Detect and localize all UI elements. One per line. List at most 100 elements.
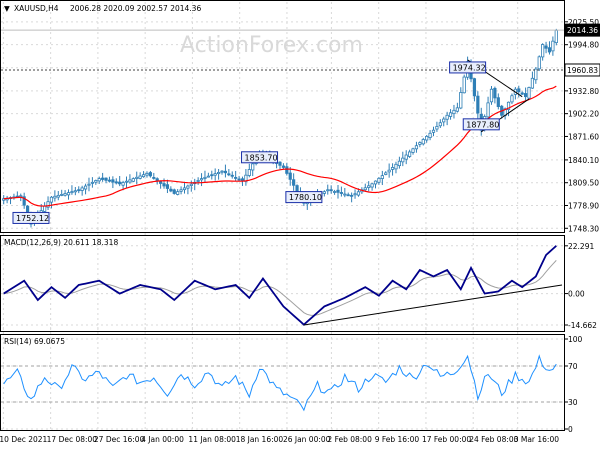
candle — [66, 189, 71, 200]
candle-body — [213, 173, 217, 176]
candle-body — [56, 194, 60, 198]
candle — [165, 179, 170, 194]
y-tick-label: 1778.90 — [568, 201, 599, 210]
candle — [104, 177, 108, 184]
candle-body — [394, 163, 398, 170]
candle — [107, 176, 112, 183]
candle — [237, 175, 241, 182]
macd-pane — [0, 235, 565, 332]
candle-body — [121, 182, 125, 186]
candle — [46, 196, 50, 211]
candle — [489, 86, 494, 105]
candle — [520, 91, 524, 96]
candle-body — [350, 194, 354, 197]
candle — [390, 163, 395, 176]
candle-body — [172, 189, 176, 194]
candle-body — [401, 157, 405, 163]
candle-body — [448, 112, 453, 117]
candle — [336, 184, 340, 199]
candle — [111, 176, 115, 189]
x-tick-label: 17 Dec 08:00 — [47, 435, 98, 444]
candle-body — [107, 179, 112, 182]
candle-body — [547, 47, 552, 53]
candle-body — [455, 107, 459, 112]
x-tick-label: 11 Jan 08:00 — [188, 435, 236, 444]
annotation-label: 1974.32 — [453, 63, 486, 72]
candle — [414, 141, 419, 153]
candle — [203, 170, 207, 184]
candle — [377, 177, 381, 185]
candle — [199, 173, 204, 187]
candle — [527, 86, 531, 100]
y-tick-label: 2025.50 — [568, 18, 599, 27]
candle-body — [486, 102, 490, 118]
rsi-header: RSI(14) 69.0675 — [4, 337, 65, 346]
y-tick-label: 1932.80 — [568, 87, 599, 96]
candle-body — [217, 171, 221, 175]
candle — [278, 161, 282, 170]
x-tick-label: 3 Mar 16:00 — [514, 435, 560, 444]
candle — [421, 137, 425, 146]
candle — [428, 130, 432, 141]
candle-body — [281, 165, 286, 168]
candle-body — [544, 45, 548, 49]
candle-body — [114, 181, 118, 184]
candle-body — [251, 163, 255, 171]
candle-body — [53, 195, 57, 199]
candle — [220, 170, 224, 175]
candle-body — [442, 118, 446, 123]
candle — [411, 147, 415, 155]
candle — [459, 87, 463, 110]
price-pane — [0, 0, 565, 233]
x-tick-label: 18 Jan 16:00 — [236, 435, 284, 444]
candle-body — [390, 167, 395, 170]
y-tick-label: 22.291 — [568, 242, 594, 251]
candle — [77, 186, 81, 194]
candle-body — [43, 205, 47, 212]
annotation-label: 1853.70 — [245, 153, 278, 162]
candle-body — [339, 192, 343, 194]
candle-body — [537, 56, 541, 70]
annotation-box — [449, 61, 487, 74]
y-tick-label: 1748.30 — [568, 224, 599, 233]
candle-body — [145, 172, 149, 176]
x-tick-label: 24 Feb 08:00 — [469, 435, 518, 444]
candle-body — [152, 176, 156, 179]
candle-body — [404, 154, 408, 160]
candle-body — [435, 126, 439, 130]
candle-body — [234, 177, 238, 179]
candle-body — [452, 109, 456, 115]
candle-body — [476, 95, 480, 114]
candle-body — [97, 178, 101, 182]
reference-price-tag: 1960.83 — [567, 66, 598, 75]
price-header-symbol: XAUUSD,H4 — [14, 4, 59, 13]
candle — [435, 121, 439, 132]
rsi-series — [1, 354, 564, 412]
candle-body — [353, 193, 357, 196]
candle-body — [148, 172, 152, 177]
candle — [217, 169, 221, 180]
candle — [496, 93, 500, 110]
macd-series — [3, 245, 563, 326]
candle — [332, 189, 337, 195]
candle — [210, 170, 214, 180]
candle — [70, 185, 74, 195]
candle-body — [138, 175, 142, 179]
candle — [544, 41, 548, 54]
candle — [118, 175, 122, 187]
candle — [517, 85, 521, 98]
candle — [247, 163, 251, 178]
candle-body — [210, 174, 214, 177]
candle-body — [462, 76, 466, 94]
candle-body — [179, 189, 183, 192]
candle-body — [196, 180, 200, 182]
candle — [506, 101, 511, 117]
candle — [213, 168, 217, 181]
price-grid — [1, 2, 564, 231]
candle-body — [247, 169, 251, 176]
candle — [534, 67, 538, 84]
price-annotations: 1960.83 2014.36 1752.12 1853.70 1780.10 1974.… — [12, 23, 600, 224]
candle-body — [428, 132, 432, 138]
candle — [408, 149, 412, 158]
candle-body — [373, 180, 378, 185]
